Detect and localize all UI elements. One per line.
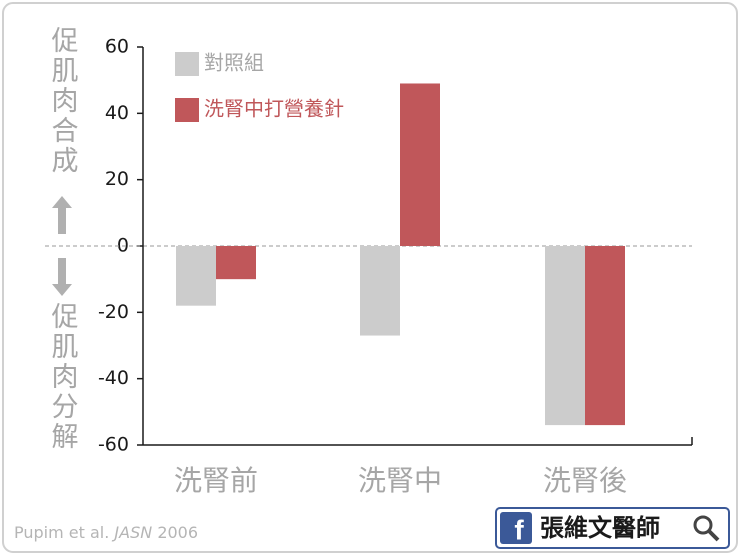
x-tick-label: 洗腎中 (358, 464, 442, 497)
y-tick-label: 60 (105, 36, 129, 58)
bar (216, 246, 256, 280)
x-tick-label: 洗腎前 (174, 464, 258, 497)
legend-swatch (175, 98, 199, 122)
down-arrow (52, 258, 72, 296)
y-label-bottom: 促肌肉分解 (47, 302, 79, 452)
brand-name: 張維文醫師 (540, 514, 660, 542)
logo-box (495, 507, 730, 549)
citation-year: 2006 (157, 523, 198, 542)
citation-journal: JASN (111, 523, 152, 542)
legend-label: 對照組 (204, 51, 264, 75)
citation-authors: Pupim et al. (14, 523, 109, 542)
search-handle (707, 529, 720, 542)
legend-swatch (175, 52, 199, 76)
citation: Pupim et al. JASN 2006 (14, 523, 198, 542)
y-tick-label: -40 (98, 367, 129, 389)
legend-label: 洗腎中打營養針 (204, 97, 344, 121)
bar (400, 83, 440, 246)
fb-letter: f (514, 514, 524, 545)
bar (585, 246, 625, 426)
y-tick-label: 40 (105, 102, 129, 124)
search-icon (693, 515, 713, 535)
bar (176, 246, 216, 306)
brand-logo: f 張維文醫師 (495, 507, 730, 549)
bar (545, 246, 585, 426)
y-label-top: 促肌肉合成 (47, 26, 79, 176)
y-tick-label: -20 (98, 301, 129, 323)
y-tick-label: -60 (98, 434, 129, 456)
up-arrow (52, 196, 72, 234)
bar (360, 246, 400, 336)
fb-icon (500, 512, 532, 544)
x-tick-label: 洗腎後 (543, 464, 627, 497)
y-tick-label: 20 (105, 168, 129, 190)
